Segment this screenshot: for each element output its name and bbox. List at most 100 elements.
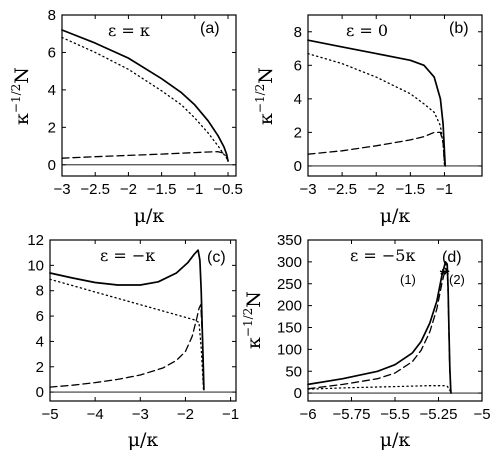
panel-a: −3 −2.5 −2 −1.5 −1 −0.5 0 2 4 6 8 ε = κ (a) μ/κ κ… (9, 7, 243, 227)
panel-b-ytick-label: 6 (294, 57, 302, 74)
panel-d-xtick-label: −5.25 (420, 406, 458, 423)
panel-d-xtick-label: −5.5 (380, 406, 410, 423)
panel-d-label: (d) (442, 249, 462, 266)
panel-b-series-dashed-curve (307, 131, 446, 165)
panel-b-xlabel: μ/κ (380, 205, 411, 227)
panel-d-series (307, 261, 483, 394)
marker-1-asterisk-icon: * (440, 267, 447, 284)
panel-a-y-ticks: 0 2 4 6 8 (48, 7, 236, 174)
panel-d-ytick-label: 350 (277, 232, 302, 249)
panel-a-series (61, 29, 237, 166)
panel-a-x-ticks: −3 −2.5 −2 −1.5 −1 −0.5 (53, 15, 243, 198)
panel-d-ytick-label: 300 (277, 254, 302, 271)
panel-c: −5 −4 −3 −2 −1 0 2 4 6 8 10 12 ε = −κ (c) μ/κ (27, 232, 239, 451)
panel-b-xtick-label: −1.5 (396, 181, 426, 198)
svg-text:κ−1/2N: κ−1/2N (253, 67, 277, 125)
panel-b-series (307, 39, 483, 167)
panel-d-series-solid-curve (307, 261, 452, 394)
panel-b-y-ticks: 0 2 4 6 8 (294, 24, 482, 175)
panel-a-ytick-label: 4 (48, 82, 56, 99)
panel-c-frame (49, 239, 237, 402)
panel-a-xtick-label: −3 (53, 181, 70, 198)
panel-c-series-dotted-curve (49, 278, 205, 391)
panel-b-xtick-label: −2 (368, 181, 385, 198)
panel-c-ytick-label: 10 (27, 257, 44, 274)
panel-b-x-ticks: −3 −2.5 −2 −1.5 −1 (299, 15, 453, 198)
panel-c-series-solid-curve (49, 249, 205, 391)
panel-c-series (49, 249, 237, 393)
panel-a-xtick-label: −1 (186, 181, 203, 198)
panel-b-xtick-label: −3 (299, 181, 316, 198)
panel-b: −3 −2.5 −2 −1.5 −1 0 2 4 6 8 ε = 0 (b) μ/κ κ−1/2… (253, 14, 483, 227)
panel-a-ylabel: κ−1/2N (9, 67, 33, 125)
panel-b-label: (b) (449, 20, 469, 37)
marker-2-asterisk-icon: * (443, 267, 450, 284)
panel-c-label: (c) (207, 249, 226, 266)
panel-a-xtick-label: −2 (120, 181, 137, 198)
panel-c-annotation: ε = −κ (100, 246, 155, 265)
panel-a-xtick-label: −2.5 (80, 181, 110, 198)
panel-a-frame (61, 14, 237, 177)
panel-a-annotation: ε = κ (108, 21, 150, 40)
panel-b-ytick-label: 2 (294, 124, 302, 141)
panel-d-ylabel: κ−1/2N (241, 291, 265, 349)
panel-d-xtick-label: −6 (299, 406, 316, 423)
panel-b-xtick-label: −1 (436, 181, 453, 198)
panel-d-xtick-label: −5 (473, 406, 490, 423)
panel-d-ytick-label: 200 (277, 298, 302, 315)
panel-a-xtick-label: −1.5 (147, 181, 177, 198)
panel-b-series-solid-curve (307, 39, 447, 167)
panel-c-ytick-label: 4 (36, 333, 44, 350)
panel-a-series-dashed-curve (61, 151, 229, 162)
panel-a-series-dotted-curve (61, 36, 229, 162)
panel-c-xtick-label: −1 (222, 406, 239, 423)
marker-label-1: (1) (400, 272, 416, 287)
panel-a-ytick-label: 0 (48, 157, 56, 174)
panel-b-ylabel: κ−1/2N (253, 67, 277, 125)
panel-a-label: (a) (200, 20, 220, 37)
panel-b-xtick-label: −2.5 (327, 181, 357, 198)
panel-c-ytick-label: 12 (27, 232, 44, 249)
panel-d-ytick-label: 0 (294, 385, 302, 402)
panel-b-ytick-label: 8 (294, 24, 302, 41)
panel-c-ytick-label: 2 (36, 359, 44, 376)
svg-text:κ−1/2N: κ−1/2N (9, 67, 33, 125)
panel-d-xlabel: μ/κ (380, 429, 411, 451)
panel-d-ytick-label: 150 (277, 320, 302, 337)
panel-c-ytick-label: 6 (36, 308, 44, 325)
panel-d-y-ticks: 0 50 100 150 200 250 300 350 (277, 232, 482, 402)
panel-c-series-dashed-curve (49, 304, 205, 388)
panel-a-ytick-label: 2 (48, 119, 56, 136)
panel-a-xlabel: μ/κ (134, 205, 165, 227)
panel-b-frame (307, 14, 483, 177)
panel-c-y-ticks: 0 2 4 6 8 10 12 (27, 232, 236, 401)
panel-d-ytick-label: 250 (277, 276, 302, 293)
panel-d-ytick-label: 50 (285, 363, 302, 380)
panel-c-ytick-label: 0 (36, 384, 44, 401)
panel-d-series-dotted-curve (307, 385, 452, 393)
panel-a-ytick-label: 8 (48, 7, 56, 24)
panel-c-xtick-label: −3 (132, 406, 149, 423)
marker-label-2: (2) (449, 272, 465, 287)
panel-d-x-ticks: −6 −5.75 −5.5 −5.25 −5 (299, 240, 491, 423)
panel-c-x-ticks: −5 −4 −3 −2 −1 (41, 240, 239, 423)
panel-b-ytick-label: 4 (294, 91, 302, 108)
panel-a-ytick-label: 6 (48, 44, 56, 61)
panel-b-ytick-label: 0 (294, 158, 302, 175)
panel-c-xtick-label: −5 (41, 406, 58, 423)
panel-c-xtick-label: −2 (177, 406, 194, 423)
panel-b-series-dotted-curve (307, 52, 446, 165)
panel-b-annotation: ε = 0 (346, 21, 388, 40)
panel-d-series-dashed-curve (307, 267, 452, 392)
panel-d-ytick-label: 100 (277, 341, 302, 358)
panel-d-annotation: ε = −5κ (350, 246, 415, 265)
svg-text:κ−1/2N: κ−1/2N (241, 291, 265, 349)
panel-d-xtick-label: −5.75 (333, 406, 371, 423)
panel-a-series-solid-curve (61, 29, 229, 162)
panel-c-xtick-label: −4 (87, 406, 104, 423)
panel-d: −6 −5.75 −5.5 −5.25 −5 0 50 100 150 200 250 300 350… (241, 232, 491, 451)
panel-c-ytick-label: 8 (36, 283, 44, 300)
panel-a-xtick-label: −0.5 (213, 181, 243, 198)
panel-c-xlabel: μ/κ (128, 429, 159, 451)
